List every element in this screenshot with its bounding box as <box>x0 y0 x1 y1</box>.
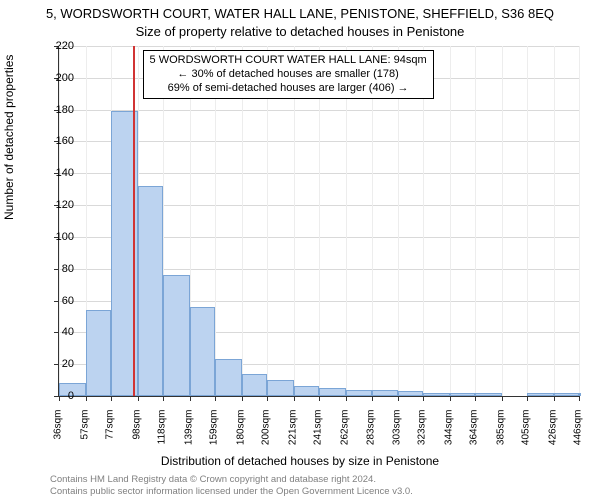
ytick-label: 160 <box>34 135 74 147</box>
xtick-label: 241sqm <box>313 410 324 460</box>
ytick-label: 80 <box>34 263 74 275</box>
title-subtitle: Size of property relative to detached ho… <box>0 24 600 39</box>
xtick-mark <box>527 396 528 401</box>
grid-v <box>475 46 476 396</box>
grid-v <box>579 46 580 396</box>
xtick-label: 36sqm <box>53 410 64 460</box>
xtick-mark <box>86 396 87 401</box>
histogram-bar <box>294 386 319 396</box>
xtick-mark <box>450 396 451 401</box>
xtick-label: 200sqm <box>261 410 272 460</box>
ytick-label: 40 <box>34 326 74 338</box>
xtick-label: 159sqm <box>209 410 220 460</box>
histogram-bar <box>346 390 373 396</box>
annotation-line: 69% of semi-detached houses are larger (… <box>150 82 427 96</box>
xtick-label: 98sqm <box>131 410 142 460</box>
footer-line-1: Contains HM Land Registry data © Crown c… <box>50 474 376 485</box>
grid-v <box>554 46 555 396</box>
y-axis-label: Number of detached properties <box>2 55 16 220</box>
xtick-label: 405sqm <box>521 410 532 460</box>
histogram-bar <box>215 359 242 396</box>
xtick-label: 77sqm <box>105 410 116 460</box>
histogram-bar <box>138 186 163 396</box>
annotation-line: 5 WORDSWORTH COURT WATER HALL LANE: 94sq… <box>150 54 427 68</box>
histogram-bar <box>527 393 554 396</box>
histogram-bar <box>423 393 450 396</box>
histogram-bar <box>372 390 397 396</box>
xtick-label: 344sqm <box>443 410 454 460</box>
xtick-label: 118sqm <box>157 410 168 460</box>
xtick-mark <box>554 396 555 401</box>
xtick-mark <box>579 396 580 401</box>
histogram-bar <box>267 380 294 396</box>
xtick-mark <box>267 396 268 401</box>
xtick-mark <box>423 396 424 401</box>
ytick-label: 140 <box>34 167 74 179</box>
reference-line <box>133 46 135 396</box>
ytick-label: 20 <box>34 358 74 370</box>
xtick-mark <box>242 396 243 401</box>
grid-v <box>59 46 60 396</box>
grid-v <box>527 46 528 396</box>
histogram-bar <box>242 374 267 396</box>
ytick-label: 180 <box>34 104 74 116</box>
ytick-label: 120 <box>34 199 74 211</box>
annotation-box: 5 WORDSWORTH COURT WATER HALL LANE: 94sq… <box>143 50 434 99</box>
xtick-mark <box>346 396 347 401</box>
xtick-label: 364sqm <box>469 410 480 460</box>
xtick-mark <box>190 396 191 401</box>
ytick-label: 220 <box>34 40 74 52</box>
xtick-mark <box>372 396 373 401</box>
xtick-mark <box>215 396 216 401</box>
xtick-label: 221sqm <box>287 410 298 460</box>
chart-container: 5, WORDSWORTH COURT, WATER HALL LANE, PE… <box>0 0 600 500</box>
grid-v <box>502 46 503 396</box>
xtick-label: 323sqm <box>417 410 428 460</box>
histogram-bar <box>163 275 190 396</box>
xtick-mark <box>475 396 476 401</box>
histogram-bar <box>190 307 215 396</box>
plot-area: 5 WORDSWORTH COURT WATER HALL LANE: 94sq… <box>58 46 579 397</box>
histogram-bar <box>579 393 581 396</box>
histogram-bar <box>450 393 475 396</box>
ytick-label: 200 <box>34 72 74 84</box>
title-address: 5, WORDSWORTH COURT, WATER HALL LANE, PE… <box>0 6 600 21</box>
xtick-mark <box>502 396 503 401</box>
grid-v <box>450 46 451 396</box>
xtick-label: 446sqm <box>573 410 584 460</box>
ytick-label: 100 <box>34 231 74 243</box>
xtick-mark <box>294 396 295 401</box>
xtick-label: 303sqm <box>391 410 402 460</box>
ytick-label: 0 <box>34 390 74 402</box>
histogram-bar <box>86 310 111 396</box>
annotation-line: ← 30% of detached houses are smaller (17… <box>150 68 427 82</box>
footer-line-2: Contains public sector information licen… <box>50 486 413 497</box>
histogram-bar <box>554 393 579 396</box>
xtick-label: 139sqm <box>183 410 194 460</box>
xtick-mark <box>111 396 112 401</box>
ytick-label: 60 <box>34 295 74 307</box>
histogram-bar <box>319 388 346 396</box>
xtick-label: 57sqm <box>79 410 90 460</box>
xtick-label: 262sqm <box>339 410 350 460</box>
xtick-mark <box>398 396 399 401</box>
xtick-mark <box>319 396 320 401</box>
xtick-label: 426sqm <box>547 410 558 460</box>
xtick-label: 180sqm <box>235 410 246 460</box>
xtick-label: 385sqm <box>495 410 506 460</box>
histogram-bar <box>398 391 423 396</box>
xtick-mark <box>138 396 139 401</box>
xtick-label: 283sqm <box>366 410 377 460</box>
histogram-bar <box>475 393 502 396</box>
xtick-mark <box>163 396 164 401</box>
